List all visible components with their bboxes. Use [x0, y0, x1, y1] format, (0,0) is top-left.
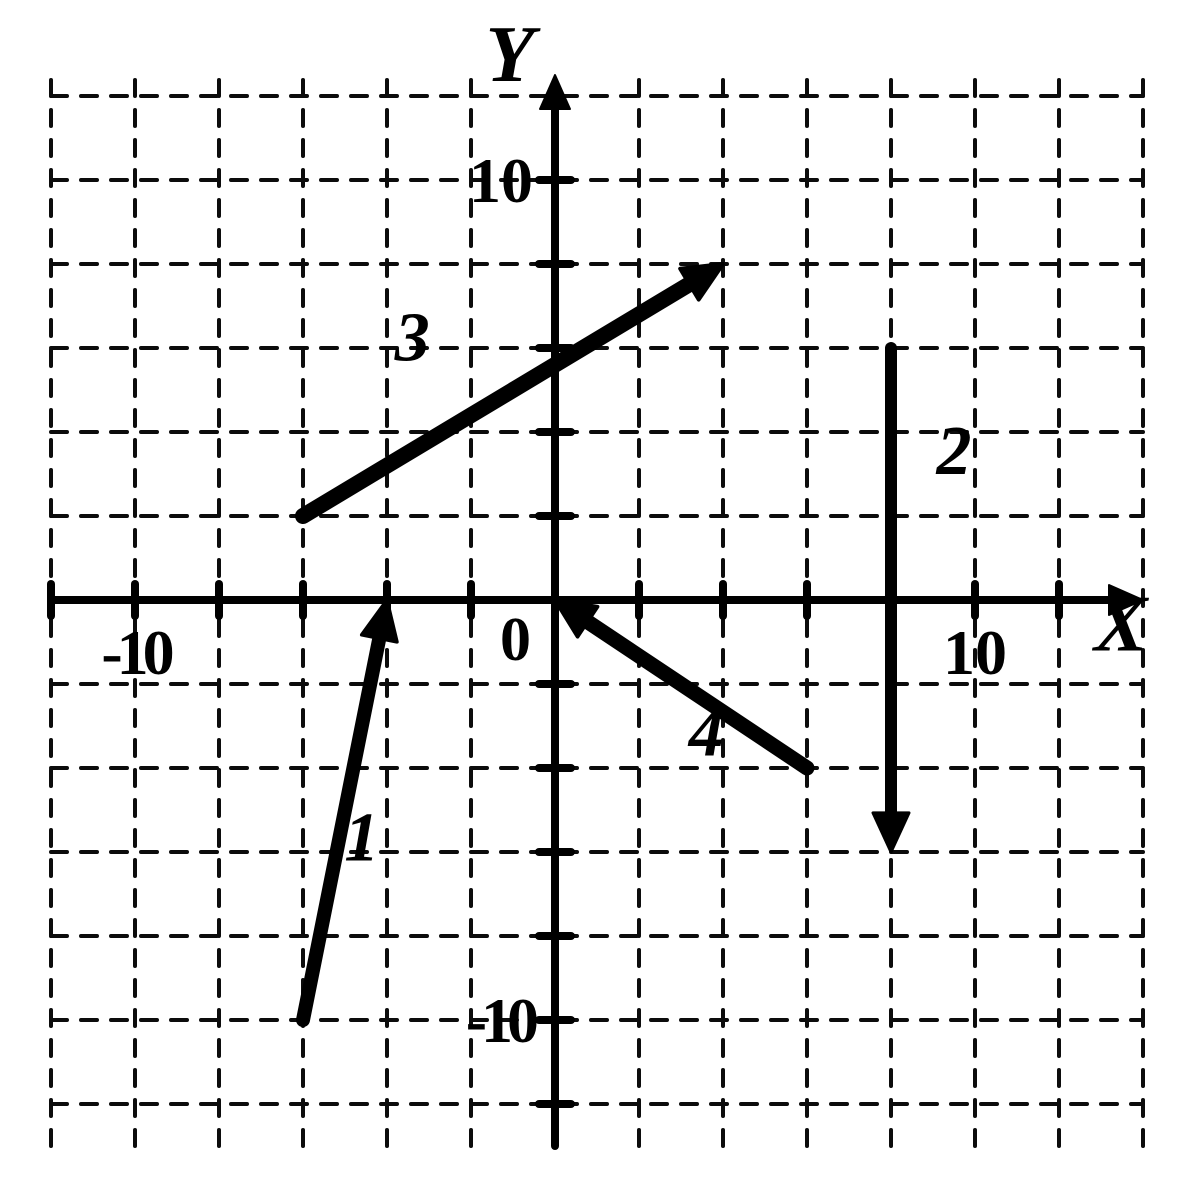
vector-chart: X Y 10 -10 10 -10 0 1 2 3 4 — [0, 0, 1198, 1200]
vector-label-3: 3 — [394, 300, 430, 377]
origin-label: 0 — [500, 606, 531, 674]
tick-label: 10 — [943, 617, 1007, 688]
tick-label: -10 — [101, 617, 172, 688]
tick-label: 10 — [469, 145, 533, 216]
vector-label-2: 2 — [936, 413, 972, 490]
vector-label-4: 4 — [687, 694, 724, 771]
axis-label-y: Y — [486, 11, 541, 99]
vector-label-1: 1 — [344, 799, 379, 876]
tick-label: -10 — [466, 985, 537, 1056]
axis-label-x: X — [1091, 580, 1149, 668]
